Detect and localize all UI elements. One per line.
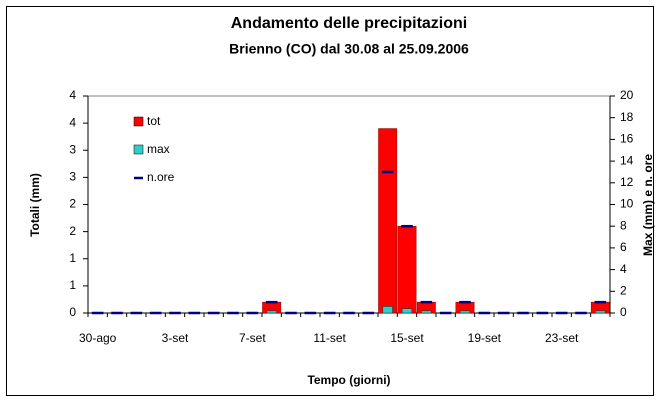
x-tick-label: 19-set <box>468 331 502 345</box>
y2-tick-label: 2 <box>620 283 627 297</box>
y-tick-label: 1 <box>69 278 76 292</box>
x-tick-label: 15-set <box>390 331 424 345</box>
y2-tick-label: 12 <box>620 175 634 189</box>
legend-label: tot <box>147 114 161 128</box>
chart-title: Andamento delle precipitazioni <box>231 15 467 32</box>
y2-tick-label: 6 <box>620 240 627 254</box>
y-axis-label: Totali (mm) <box>28 173 42 237</box>
y-tick-label: 1 <box>69 251 76 265</box>
total-bar <box>397 225 417 314</box>
y-tick-label: 2 <box>69 224 76 238</box>
y2-tick-label: 0 <box>620 305 627 319</box>
max-bar <box>595 310 606 314</box>
y2-tick-label: 10 <box>620 197 634 211</box>
chart-subtitle: Brienno (CO) dal 30.08 al 25.09.2006 <box>229 41 469 57</box>
max-bar <box>266 310 277 314</box>
max-bar <box>401 308 413 314</box>
x-tick-label: 23-set <box>545 331 579 345</box>
y-tick-label: 0 <box>69 305 76 319</box>
x-tick-label: 30-ago <box>79 331 117 345</box>
plot-area <box>87 95 611 314</box>
legend-marker <box>133 144 144 155</box>
y2-tick-label: 8 <box>620 218 627 232</box>
y-tick-label: 3 <box>69 142 76 156</box>
y2-tick-label: 20 <box>620 88 634 102</box>
y-tick-label: 3 <box>69 170 76 184</box>
x-axis-label: Tempo (giorni) <box>307 373 390 387</box>
y2-tick-label: 4 <box>620 262 627 276</box>
max-bar <box>421 310 432 314</box>
y-tick-label: 4 <box>69 115 76 129</box>
y2-axis-label: Max (mm) e n. ore <box>641 154 655 256</box>
y-tick-label: 4 <box>69 88 76 102</box>
legend-label: n.ore <box>147 170 175 184</box>
legend-marker <box>133 116 144 127</box>
total-bar <box>378 128 398 314</box>
y2-tick-label: 14 <box>620 153 634 167</box>
max-bar <box>459 310 471 314</box>
y2-tick-label: 18 <box>620 110 634 124</box>
max-bar <box>382 306 393 314</box>
x-tick-label: 7-set <box>239 331 266 345</box>
x-tick-label: 3-set <box>162 331 189 345</box>
y2-tick-label: 16 <box>620 132 634 146</box>
legend-label: max <box>147 142 170 156</box>
y-tick-label: 2 <box>69 197 76 211</box>
x-tick-label: 11-set <box>313 331 346 345</box>
